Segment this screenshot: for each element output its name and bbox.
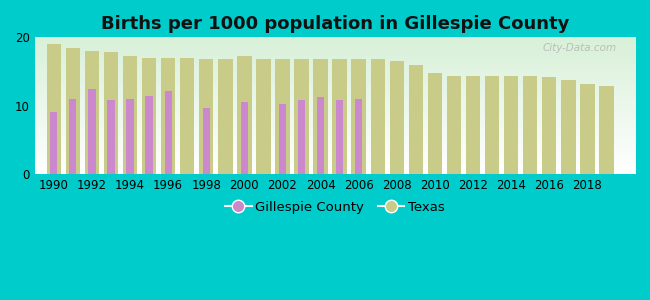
Bar — [599, 86, 614, 174]
Bar — [199, 59, 213, 174]
Bar — [218, 59, 233, 174]
Bar — [146, 96, 153, 174]
Bar — [447, 76, 461, 174]
Bar — [123, 56, 137, 174]
Bar — [485, 76, 499, 174]
Bar — [107, 100, 114, 174]
Bar — [66, 48, 80, 174]
Text: City-Data.com: City-Data.com — [543, 43, 617, 53]
Bar — [317, 98, 324, 174]
Bar — [466, 76, 480, 174]
Bar — [389, 61, 404, 174]
Bar — [504, 76, 519, 174]
Bar — [240, 102, 248, 174]
Bar — [161, 58, 176, 174]
Bar — [370, 59, 385, 174]
Bar — [336, 100, 343, 174]
Bar — [313, 59, 328, 174]
Bar — [70, 99, 77, 174]
Bar — [294, 59, 309, 174]
Bar — [164, 91, 172, 174]
Bar — [332, 59, 347, 174]
Bar — [428, 73, 442, 174]
Bar — [298, 100, 305, 174]
Bar — [409, 64, 423, 174]
Bar — [237, 56, 252, 174]
Bar — [47, 44, 61, 174]
Bar — [279, 103, 286, 174]
Bar — [256, 59, 270, 174]
Bar — [352, 59, 366, 174]
Bar — [542, 77, 556, 174]
Bar — [355, 99, 362, 174]
Bar — [580, 84, 595, 174]
Legend: Gillespie County, Texas: Gillespie County, Texas — [220, 196, 450, 219]
Bar — [142, 58, 156, 174]
Bar — [523, 76, 538, 174]
Bar — [88, 88, 96, 174]
Bar — [203, 108, 210, 174]
Title: Births per 1000 population in Gillespie County: Births per 1000 population in Gillespie … — [101, 15, 569, 33]
Bar — [104, 52, 118, 174]
Bar — [180, 58, 194, 174]
Bar — [126, 99, 134, 174]
Bar — [50, 112, 57, 174]
Bar — [275, 59, 290, 174]
Bar — [561, 80, 575, 174]
Bar — [84, 51, 99, 174]
